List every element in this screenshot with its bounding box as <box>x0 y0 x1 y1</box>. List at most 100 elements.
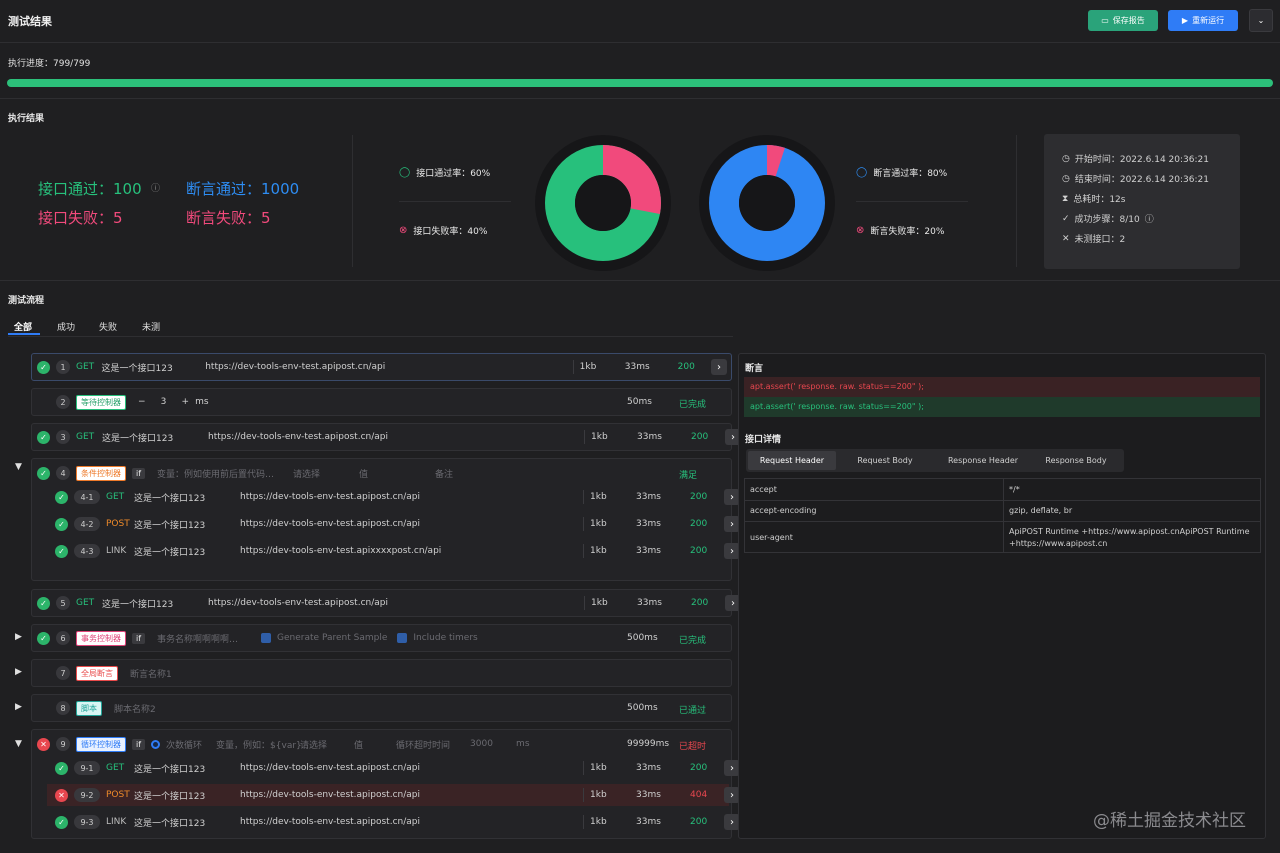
response-time: 99999ms <box>627 739 670 749</box>
run-info-card: ◷ 开始时间：2022.6.14 20:36:21 ◷ 结束时间：2022.6.14… <box>1044 134 1240 269</box>
variable-input[interactable]: 变量，例如：${var} <box>216 740 302 751</box>
success-icon: ✓ <box>55 490 68 504</box>
radio-selected-icon[interactable] <box>151 739 161 749</box>
plus-button[interactable]: + <box>181 397 190 407</box>
step-url: https://dev-tools-env-test.apipost.cn/ap… <box>205 362 386 372</box>
api-fail-rate: ⊗ 接口失败率：40% <box>399 225 488 237</box>
collapse-triangle-icon[interactable]: ▼ <box>15 739 22 749</box>
loop-timeout-label: 循环超时时间 <box>396 740 451 751</box>
step-number: 1 <box>56 360 70 374</box>
progress-label: 执行进度：799/799 <box>8 59 91 69</box>
chevron-right-icon[interactable]: › <box>724 787 740 803</box>
step-number: 9-1 <box>74 761 100 775</box>
response-size: 1kb <box>590 519 607 529</box>
step-row[interactable] <box>31 694 732 722</box>
assert-fail-stat: 断言失败：5 <box>186 209 271 227</box>
step-row[interactable] <box>31 388 732 416</box>
divider <box>0 98 1280 99</box>
status-code: 404 <box>690 790 708 800</box>
response-time: 33ms <box>624 362 650 372</box>
chevron-right-icon[interactable]: › <box>724 543 740 559</box>
chevron-right-icon[interactable]: › <box>724 814 740 830</box>
value-input[interactable]: 值 <box>359 469 369 480</box>
step-row[interactable] <box>31 659 732 687</box>
if-label: if <box>132 738 146 750</box>
step-row[interactable] <box>31 423 732 451</box>
chevron-right-icon[interactable]: › <box>725 595 741 611</box>
assert-pass-line: apt.assert(' response. raw. status==200"… <box>744 397 1260 417</box>
collapse-triangle-icon[interactable]: ▼ <box>15 462 22 472</box>
step-name: 这是一个接口123 <box>134 791 206 802</box>
response-time: 33ms <box>636 817 661 827</box>
expand-triangle-icon[interactable]: ▶ <box>15 667 22 677</box>
step-name: 这是一个接口123 <box>102 599 174 610</box>
wait-value[interactable]: 3 <box>160 397 167 407</box>
tab-request-header[interactable]: Request Header <box>748 451 836 470</box>
transaction-controller-tag: 事务控制器 <box>76 630 126 646</box>
step-row[interactable] <box>31 624 732 652</box>
checkbox-checked-icon[interactable] <box>397 633 408 643</box>
chevron-right-icon[interactable]: › <box>711 359 727 375</box>
step-number: 4-1 <box>74 490 100 504</box>
step-status: 已超时 <box>679 742 707 752</box>
variable-input[interactable]: 变量：例如使用前后置代码… <box>157 469 275 480</box>
status-code: 200 <box>690 519 708 529</box>
step-url: https://dev-tools-env-test.apipost.cn/ap… <box>240 817 420 827</box>
http-method: GET <box>76 362 95 372</box>
tab-request-body[interactable]: Request Body <box>857 456 913 465</box>
step-name: 这是一个接口123 <box>134 493 206 504</box>
http-method: GET <box>76 598 95 608</box>
step-status: 满足 <box>679 471 698 481</box>
checkbox-checked-icon[interactable] <box>261 633 272 643</box>
minus-button[interactable]: − <box>138 397 146 407</box>
status-code: 200 <box>691 598 709 608</box>
info-icon: ⓘ <box>1144 215 1154 225</box>
value-input[interactable]: 值 <box>354 740 364 751</box>
tab-failed[interactable]: 失败 <box>99 323 118 333</box>
expand-triangle-icon[interactable]: ▶ <box>15 632 22 642</box>
step-name: 这是一个接口123 <box>134 764 206 775</box>
transaction-name-input[interactable]: 事务名称啊啊啊啊… <box>157 634 239 645</box>
step-number: 8 <box>56 701 70 715</box>
response-size: 1kb <box>579 362 597 372</box>
step-row[interactable] <box>31 589 732 617</box>
tab-success[interactable]: 成功 <box>57 323 76 333</box>
step-number: 3 <box>56 430 70 444</box>
generate-parent-sample-label: Generate Parent Sample <box>277 633 388 643</box>
success-icon: ✓ <box>55 761 68 775</box>
response-time: 500ms <box>627 633 658 643</box>
expand-triangle-icon[interactable]: ▶ <box>15 702 22 712</box>
step-status: 已完成 <box>679 636 707 646</box>
divider <box>399 201 511 202</box>
script-tag: 脚本 <box>76 700 102 716</box>
more-dropdown-button[interactable]: ⌄ <box>1249 9 1273 32</box>
operator-select[interactable]: 请选择 <box>300 740 328 751</box>
assert-pass-rate: ◯ 断言通过率：80% <box>856 167 948 179</box>
untested-apis: 未测接口：2 <box>1074 235 1126 245</box>
step-row[interactable] <box>31 353 732 381</box>
operator-select[interactable]: 请选择 <box>293 469 321 480</box>
chevron-right-icon[interactable]: › <box>724 760 740 776</box>
response-size: 1kb <box>590 546 607 556</box>
check-circle-icon: ◯ <box>399 167 411 178</box>
chevron-right-icon[interactable]: › <box>725 429 741 445</box>
tab-response-header[interactable]: Response Header <box>947 456 1019 465</box>
http-method: GET <box>76 432 95 442</box>
table-cell-key: accept <box>750 485 777 494</box>
timeout-input[interactable]: 3000 <box>470 739 493 749</box>
tab-response-body[interactable]: Response Body <box>1045 456 1107 465</box>
status-code: 200 <box>690 763 708 773</box>
tab-untested[interactable]: 未测 <box>142 323 161 333</box>
chevron-right-icon[interactable]: › <box>724 516 740 532</box>
note-input[interactable]: 备注 <box>435 469 454 480</box>
assert-title: 断言 <box>745 364 764 374</box>
step-url: https://dev-tools-env-test.apipost.cn/ap… <box>240 519 420 529</box>
table-cell-key: accept-encoding <box>750 506 817 515</box>
tab-all[interactable]: 全部 <box>14 323 33 333</box>
results-title: 执行结果 <box>8 114 45 124</box>
response-time: 50ms <box>627 397 652 407</box>
rerun-button[interactable]: ▶ 重新运行 <box>1168 10 1238 31</box>
response-time: 33ms <box>636 763 661 773</box>
chevron-right-icon[interactable]: › <box>724 489 740 505</box>
save-report-button[interactable]: ▭ 保存报告 <box>1088 10 1158 31</box>
